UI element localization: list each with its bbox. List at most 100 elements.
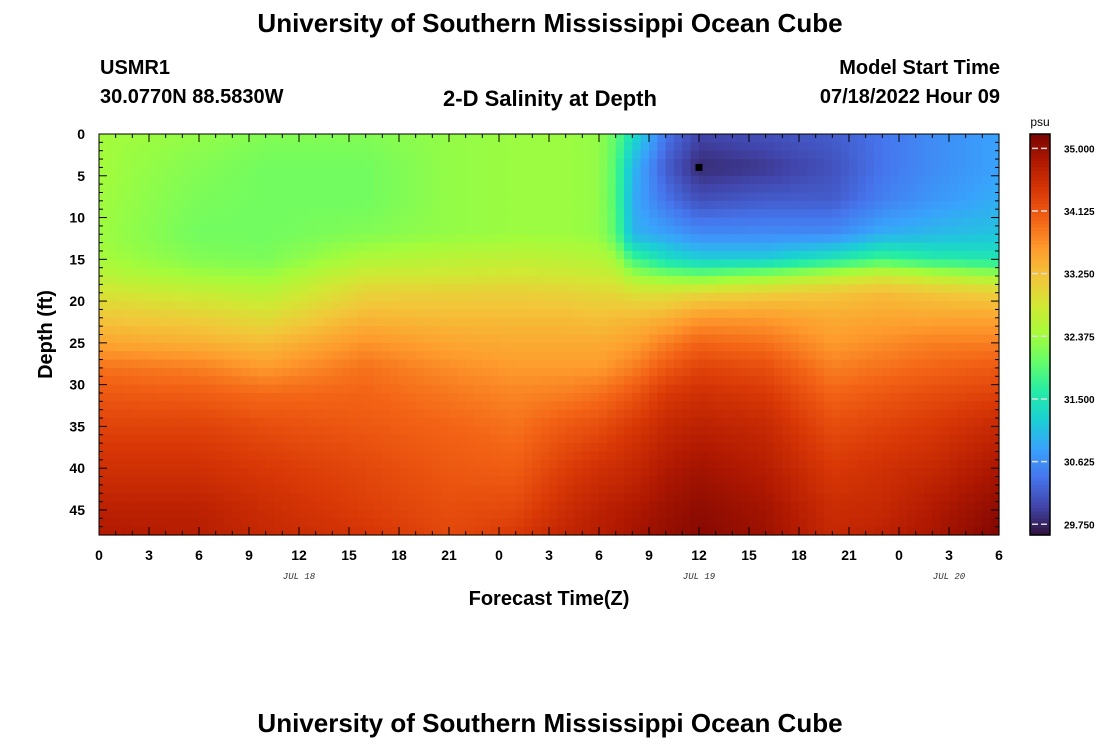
heatmap-cell bbox=[699, 234, 708, 244]
heatmap-cell bbox=[707, 484, 717, 494]
heatmap-cell bbox=[499, 209, 508, 219]
heatmap-cell bbox=[174, 468, 183, 478]
heatmap-cell bbox=[582, 401, 592, 411]
heatmap-cell bbox=[565, 392, 575, 402]
heatmap-cell bbox=[424, 225, 433, 235]
heatmap-cell bbox=[149, 342, 158, 352]
heatmap-cell bbox=[749, 134, 758, 143]
heatmap-cell bbox=[882, 376, 892, 386]
heatmap-cell bbox=[449, 159, 458, 169]
heatmap-cell bbox=[174, 134, 183, 143]
heatmap-cell bbox=[865, 242, 875, 252]
heatmap-cell bbox=[332, 392, 342, 402]
heatmap-cell bbox=[257, 317, 267, 327]
heatmap-cell bbox=[665, 342, 675, 352]
heatmap-cell bbox=[232, 342, 242, 352]
heatmap-cell bbox=[674, 192, 683, 202]
heatmap-cell bbox=[532, 301, 542, 311]
heatmap-cell bbox=[332, 359, 342, 369]
heatmap-cell bbox=[449, 392, 458, 402]
heatmap-cell bbox=[590, 267, 600, 277]
heatmap-cell bbox=[732, 459, 742, 469]
heatmap-cell bbox=[565, 317, 575, 327]
heatmap-cell bbox=[507, 276, 517, 285]
heatmap-cell bbox=[499, 284, 508, 294]
heatmap-cell bbox=[140, 509, 150, 519]
heatmap-cell bbox=[765, 334, 775, 344]
heatmap-cell bbox=[824, 342, 833, 352]
heatmap-cell bbox=[740, 225, 750, 235]
heatmap-cell bbox=[332, 384, 342, 394]
heatmap-cell bbox=[449, 434, 458, 444]
heatmap-cell bbox=[482, 443, 492, 453]
heatmap-cell bbox=[815, 142, 825, 152]
heatmap-cell bbox=[632, 426, 642, 436]
heatmap-cell bbox=[674, 476, 683, 486]
heatmap-cell bbox=[149, 292, 158, 302]
heatmap-cell bbox=[482, 326, 492, 336]
heatmap-cell bbox=[940, 200, 950, 210]
heatmap-cell bbox=[765, 209, 775, 219]
heatmap-cell bbox=[357, 192, 367, 202]
heatmap-cell bbox=[382, 259, 392, 269]
heatmap-cell bbox=[249, 526, 258, 536]
heatmap-cell bbox=[807, 301, 817, 311]
heatmap-cell bbox=[415, 434, 425, 444]
heatmap-cell bbox=[774, 292, 783, 302]
heatmap-cell bbox=[857, 451, 867, 461]
heatmap-cell bbox=[415, 476, 425, 486]
heatmap-cell bbox=[174, 434, 183, 444]
heatmap-cell bbox=[149, 392, 158, 402]
heatmap-cell bbox=[532, 250, 542, 260]
heatmap-cell bbox=[315, 242, 325, 252]
heatmap-cell bbox=[390, 301, 400, 311]
heatmap-cell bbox=[649, 242, 658, 252]
heatmap-cell bbox=[599, 142, 608, 152]
heatmap-cell bbox=[557, 150, 567, 160]
heatmap-cell bbox=[574, 184, 583, 194]
heatmap-cell bbox=[374, 351, 383, 361]
heatmap-cell bbox=[165, 134, 175, 143]
heatmap-cell bbox=[690, 493, 700, 503]
heatmap-cell bbox=[115, 175, 125, 185]
heatmap-cell bbox=[590, 317, 600, 327]
heatmap-cell bbox=[207, 451, 217, 461]
heatmap-cell bbox=[457, 426, 467, 436]
heatmap-cell bbox=[357, 501, 367, 511]
heatmap-cell bbox=[699, 284, 708, 294]
heatmap-cell bbox=[699, 250, 708, 260]
heatmap-cell bbox=[540, 242, 550, 252]
heatmap-cell bbox=[115, 234, 125, 244]
heatmap-cell bbox=[282, 142, 292, 152]
heatmap-cell bbox=[99, 326, 108, 336]
heatmap-cell bbox=[307, 242, 317, 252]
heatmap-cell bbox=[815, 509, 825, 519]
heatmap-cell bbox=[507, 317, 517, 327]
heatmap-cell bbox=[657, 159, 667, 169]
heatmap-cell bbox=[174, 342, 183, 352]
heatmap-cell bbox=[707, 526, 717, 536]
heatmap-cell bbox=[907, 401, 917, 411]
heatmap-cell bbox=[532, 334, 542, 344]
heatmap-cell bbox=[590, 242, 600, 252]
heatmap-cell bbox=[124, 150, 133, 160]
heatmap-cell bbox=[649, 234, 658, 244]
heatmap-cell bbox=[949, 317, 958, 327]
station-id: USMR1 bbox=[100, 57, 171, 79]
heatmap-cell bbox=[249, 493, 258, 503]
heatmap-cell bbox=[232, 292, 242, 302]
heatmap-cell bbox=[624, 192, 633, 202]
heatmap-cell bbox=[182, 342, 192, 352]
heatmap-cell bbox=[940, 476, 950, 486]
heatmap-cell bbox=[715, 326, 725, 336]
heatmap-cell bbox=[290, 184, 300, 194]
heatmap-cell bbox=[565, 493, 575, 503]
heatmap-cell bbox=[307, 376, 317, 386]
heatmap-cell bbox=[390, 184, 400, 194]
heatmap-cell bbox=[732, 334, 742, 344]
heatmap-cell bbox=[765, 159, 775, 169]
heatmap-cell bbox=[857, 150, 867, 160]
heatmap-cell bbox=[532, 376, 542, 386]
heatmap-cell bbox=[215, 276, 225, 285]
heatmap-cell bbox=[524, 443, 533, 453]
